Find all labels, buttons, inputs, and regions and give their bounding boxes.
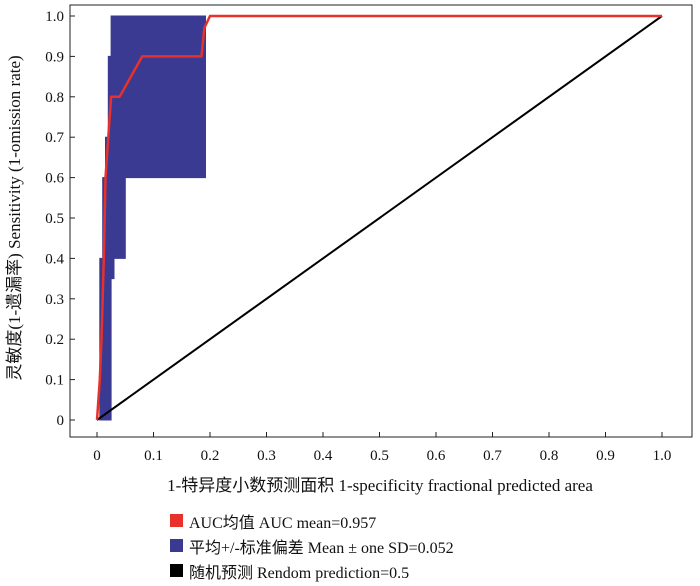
y-tick-label: 0.2 (45, 332, 64, 348)
y-tick-label: 0.1 (45, 373, 64, 389)
y-axis-title: 灵敏度(1-遗漏率) Sensitivity (1-omission rate) (5, 55, 24, 380)
x-axis-title: 1-特异度小数预测面积 1-specificity fractional pre… (167, 476, 593, 495)
y-tick-label: 0.3 (45, 292, 64, 308)
y-tick-label: 0 (57, 413, 65, 429)
plot-frame (69, 4, 693, 438)
random-prediction-line (96, 15, 663, 421)
legend-item-random: 随机预测 Rendom prediction=0.5 (170, 558, 454, 583)
y-tick-label: 0.7 (45, 130, 64, 146)
y-tick-label: 0.6 (45, 171, 64, 187)
x-tick-label: 0.3 (257, 448, 276, 464)
legend-item-sd: 平均+/-标准偏差 Mean ± one SD=0.052 (170, 533, 454, 558)
x-tick-label: 0 (93, 448, 101, 464)
x-tick-label: 1.0 (653, 448, 672, 464)
legend: AUC均值 AUC mean=0.957 平均+/-标准偏差 Mean ± on… (170, 508, 454, 583)
legend-swatch-auc (170, 514, 183, 527)
y-tick-label: 0.5 (45, 211, 64, 227)
y-tick-label: 1.0 (45, 9, 64, 25)
x-tick-label: 0.4 (314, 448, 333, 464)
x-tick-label: 0.9 (596, 448, 615, 464)
y-tick-label: 0.9 (45, 49, 64, 65)
legend-swatch-sd (170, 539, 183, 552)
auc-mean-line (95, 14, 662, 421)
legend-swatch-random (170, 564, 183, 577)
y-tick-label: 0.4 (45, 251, 64, 267)
x-tick-label: 0.7 (483, 448, 502, 464)
x-tick-label: 0.5 (370, 448, 389, 464)
y-tick-label: 0.8 (45, 90, 64, 106)
sd-band-area (99, 15, 206, 421)
legend-label-sd: 平均+/-标准偏差 Mean ± one SD=0.052 (189, 539, 454, 557)
x-tick-label: 0.6 (427, 448, 446, 464)
legend-item-auc: AUC均值 AUC mean=0.957 (170, 508, 454, 533)
x-tick-label: 0.2 (201, 448, 220, 464)
x-tick-label: 0.8 (540, 448, 559, 464)
legend-label-random: 随机预测 Rendom prediction=0.5 (189, 564, 410, 582)
x-tick-label: 0.1 (144, 448, 163, 464)
legend-label-auc: AUC均值 AUC mean=0.957 (189, 514, 377, 532)
plot-area: 0 0.1 0.2 0.3 0.4 0.5 0.6 0.7 0.8 0.9 1.0 0 0.1 0.2 0.… (45, 4, 693, 464)
